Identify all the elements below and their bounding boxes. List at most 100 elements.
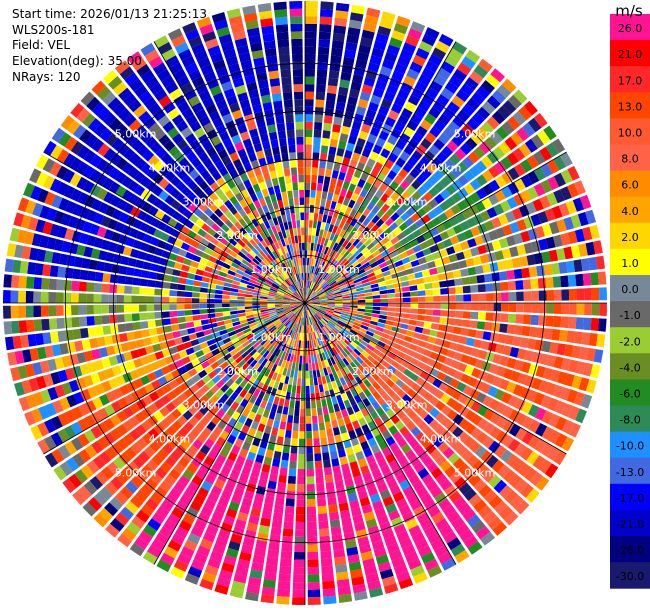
- gate-cell: [361, 147, 372, 158]
- gate-cell: [322, 316, 330, 322]
- gate-cell: [319, 368, 325, 377]
- gate-cell: [463, 294, 472, 302]
- gate-cell: [576, 303, 585, 315]
- gate-cell: [390, 516, 404, 528]
- gate-cell: [406, 349, 416, 357]
- gate-cell: [344, 49, 356, 59]
- gate-cell: [375, 218, 385, 228]
- gate-cell: [319, 304, 328, 307]
- gate-cell: [300, 317, 303, 326]
- gate-cell: [541, 340, 552, 353]
- gate-cell: [352, 74, 364, 84]
- gate-cell: [546, 303, 555, 314]
- gate-cell: [293, 415, 300, 424]
- gate-cell: [339, 456, 348, 466]
- gate-cell: [459, 142, 472, 155]
- gate-cell: [321, 191, 328, 200]
- gate-cell: [379, 314, 387, 320]
- gate-cell: [327, 382, 333, 391]
- gate-cell: [307, 559, 319, 568]
- gate-cell: [371, 400, 381, 410]
- gate-cell: [344, 323, 353, 329]
- gate-cell: [365, 295, 373, 300]
- gate-cell: [375, 368, 384, 377]
- gate-cell: [349, 413, 358, 423]
- gate-cell: [306, 431, 313, 439]
- gate-cell: [467, 151, 480, 164]
- gate-cell: [469, 165, 481, 178]
- gate-cell: [293, 339, 298, 348]
- gate-cell: [548, 249, 559, 262]
- gate-cell: [305, 370, 309, 379]
- gate-cell: [381, 402, 391, 413]
- gate-cell: [307, 250, 310, 258]
- gate-cell: [402, 511, 415, 523]
- gate-cell: [549, 221, 560, 235]
- gate-cell: [522, 122, 536, 137]
- gate-cell: [330, 200, 337, 210]
- gate-cell: [372, 265, 381, 272]
- gate-cell: [514, 442, 527, 457]
- gate-cell: [477, 418, 489, 430]
- gate-cell: [307, 257, 310, 266]
- gate-cell: [358, 44, 371, 55]
- gate-cell: [414, 218, 425, 228]
- gate-cell: [545, 236, 556, 249]
- gate-cell: [422, 191, 434, 203]
- gate-cell: [376, 277, 385, 283]
- gate-cell: [335, 101, 346, 111]
- gate-cell: [523, 100, 538, 116]
- gate-cell: [331, 328, 339, 335]
- gate-cell: [279, 566, 292, 575]
- gate-cell: [341, 392, 348, 402]
- gate-cell: [418, 74, 432, 87]
- gate-cell: [334, 295, 343, 298]
- gate-cell: [472, 459, 485, 473]
- gate-cell: [364, 140, 375, 151]
- gate-cell: [329, 280, 337, 287]
- gate-cell: [339, 79, 350, 89]
- gate-cell: [353, 278, 362, 284]
- gate-cell: [328, 224, 334, 233]
- gate-cell: [392, 431, 403, 442]
- gate-cell: [508, 303, 517, 313]
- gate-cell: [316, 330, 321, 339]
- gate-cell: [425, 303, 434, 309]
- gate-cell: [500, 156, 513, 170]
- gate-cell: [416, 284, 425, 291]
- gate-cell: [486, 151, 500, 164]
- gate-cell: [284, 399, 290, 408]
- gate-cell: [462, 508, 476, 522]
- gate-cell: [249, 569, 263, 579]
- gate-cell: [430, 448, 442, 461]
- gate-cell: [299, 355, 303, 364]
- gate-cell: [335, 304, 343, 307]
- gate-cell: [501, 121, 515, 135]
- gate-cell: [291, 438, 298, 447]
- gate-cell: [305, 333, 307, 341]
- gate-cell: [327, 299, 336, 302]
- gate-cell: [412, 404, 423, 415]
- gate-cell: [375, 273, 384, 279]
- gate-cell: [573, 391, 585, 406]
- gate-cell: [551, 138, 566, 154]
- gate-cell: [501, 171, 514, 185]
- gate-cell: [350, 297, 358, 301]
- gate-cell: [453, 68, 468, 82]
- gate-cell: [344, 336, 352, 343]
- gate-cell: [489, 399, 501, 411]
- gate-cell: [497, 464, 511, 478]
- gate-cell: [535, 365, 546, 378]
- gate-cell: [403, 262, 413, 270]
- gate-cell: [411, 132, 424, 144]
- gate-cell: [504, 511, 519, 526]
- gate-cell: [303, 303, 305, 311]
- gate-cell: [343, 399, 352, 409]
- gate-cell: [268, 542, 280, 551]
- gate-cell: [446, 349, 456, 359]
- gate-cell: [362, 318, 371, 324]
- gate-cell: [289, 354, 294, 363]
- gate-cell: [590, 272, 599, 286]
- gate-cell: [309, 370, 313, 379]
- gate-cell: [426, 237, 436, 247]
